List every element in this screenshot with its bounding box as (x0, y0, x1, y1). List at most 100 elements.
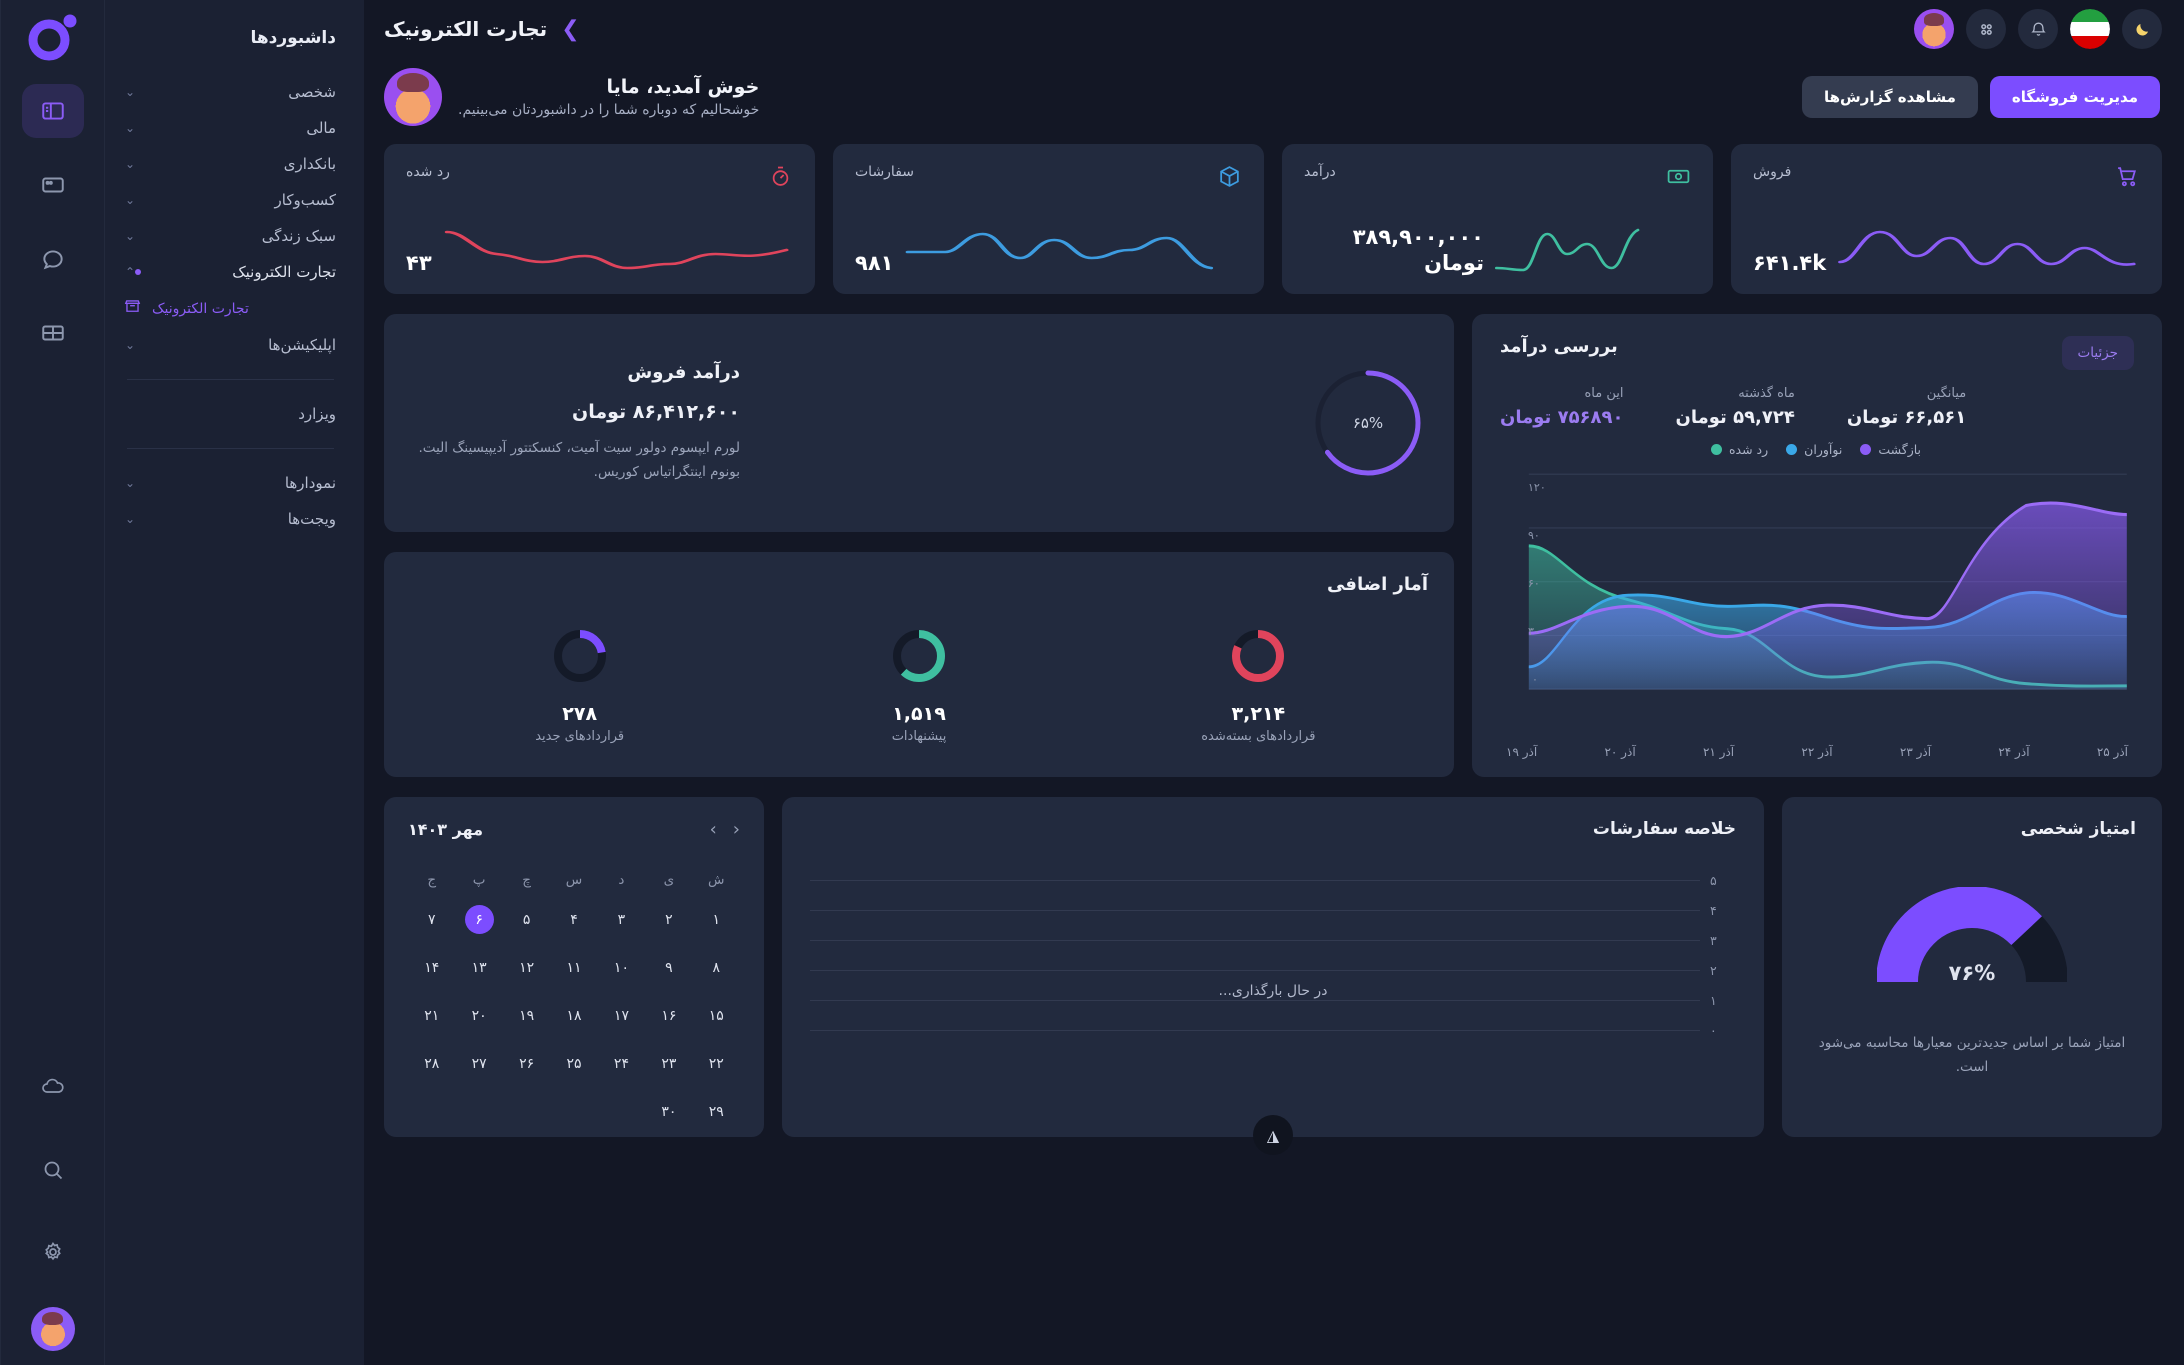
gear-icon[interactable] (22, 1225, 84, 1279)
cloud-icon[interactable] (22, 1061, 84, 1115)
calendar-day[interactable]: ۱۰ (598, 946, 645, 989)
legend-label: نوآوران (1804, 442, 1843, 457)
orders-loading-text: در حال بارگذاری... (1218, 983, 1328, 999)
calendar-day[interactable]: ۱۵ (693, 994, 740, 1037)
calendar-day[interactable]: ۲۱ (408, 994, 455, 1037)
chevron-left-icon[interactable]: ❯ (561, 16, 580, 42)
kpi-card-revenue[interactable]: درآمد ۳۸۹,۹۰۰,۰۰۰ تومان (1282, 144, 1713, 294)
legend-item-new[interactable]: نوآوران (1786, 442, 1842, 457)
bell-icon[interactable] (2018, 9, 2058, 49)
stat-label: پیشنهادات (891, 729, 947, 744)
calendar-day-label: ۲ (665, 911, 673, 928)
calendar-day[interactable]: ۲۹ (693, 1090, 740, 1133)
dark-mode-moon-icon[interactable] (2122, 9, 2162, 49)
calendar-day[interactable]: ۲ (645, 898, 692, 941)
page-title: تجارت الکترونیک (384, 17, 548, 41)
stat-donut (553, 630, 606, 682)
calendar-day[interactable]: ۷ (408, 898, 455, 941)
calendar-next-button[interactable]: › (709, 819, 717, 840)
calendar-weekday: ج (427, 872, 437, 888)
calendar-day[interactable]: ۸ (693, 946, 740, 989)
sidebar-item-banking[interactable]: بانکداری ⌄ (123, 146, 338, 182)
calendar-day[interactable]: ۱۴ (408, 946, 455, 989)
calendar-day[interactable]: ۵ (503, 898, 550, 941)
sparkline-rejected (444, 230, 789, 270)
personal-score-card: امتیاز شخصی ۷۶% امتیاز شما بر اساس جدیدت… (1782, 797, 2162, 1137)
calendar-day[interactable]: ۲۶ (503, 1042, 550, 1085)
ytick-label: ۲ (1710, 962, 1717, 978)
manage-store-button[interactable]: مدیریت فروشگاه (1989, 76, 2160, 118)
sidebar-item-personal[interactable]: شخصی ⌄ (123, 74, 338, 110)
dashboard-content: فروش ۶۴۱.۴k (364, 130, 2184, 1155)
calendar-day-label: ۴ (570, 911, 578, 928)
active-dot-icon (135, 269, 142, 275)
calendar-day[interactable]: ۴ (550, 898, 597, 941)
calendar-day[interactable]: ۲۲ (693, 1042, 740, 1085)
calendar-day[interactable]: ۱ (693, 898, 740, 941)
calendar-day[interactable]: ۲۴ (598, 1042, 645, 1085)
storefront-icon (123, 297, 142, 320)
kpi-top: رد شده (406, 164, 793, 193)
xtick-label: آذر ۱۹ (1506, 745, 1538, 759)
view-reports-button[interactable]: مشاهده گزارش‌ها (1802, 76, 1978, 118)
sidebar-item-charts[interactable]: نمودارها ⌄ (123, 465, 338, 501)
sidebar-item-ecommerce[interactable]: تجارت الکترونیک ⌃ (123, 254, 338, 290)
sidebar-item-financial[interactable]: مالی ⌄ (123, 110, 338, 146)
apps-grid-icon[interactable] (1966, 9, 2006, 49)
details-chip-button[interactable]: جزئیات (2061, 336, 2134, 370)
sales-revenue-donut: ۶۵% (1308, 363, 1428, 483)
sidebar-item-business[interactable]: کسب‌وکار ⌄ (123, 182, 338, 218)
calendar-day-label: ۲۷ (471, 1055, 487, 1072)
kpi-card-rejected[interactable]: رد شده ۴۳ (384, 144, 815, 294)
calendar-day-label: ۱۱ (566, 959, 582, 976)
icon-rail (0, 0, 104, 1365)
calendar-day[interactable]: ۹ (645, 946, 692, 989)
rail-item-dashboards[interactable] (21, 84, 84, 138)
calendar-day[interactable]: ۲۷ (455, 1042, 502, 1085)
sidebar-item-lifestyle[interactable]: سبک زندگی ⌄ (123, 218, 338, 254)
calendar-day[interactable]: ۲۵ (550, 1042, 597, 1085)
kpi-card-sales[interactable]: فروش ۶۴۱.۴k (1731, 144, 2162, 294)
breadcrumb: ❯ تجارت الکترونیک (384, 17, 580, 42)
legend-item-returning[interactable]: بازگشت (1860, 442, 1921, 457)
sidebar-item-wizard[interactable]: ویزارد (298, 405, 336, 423)
avatar[interactable] (30, 1307, 75, 1351)
stat-new-contracts: ۲۷۸ قراردادهای جدید (410, 625, 749, 744)
calendar-day[interactable]: ۱۳ (455, 946, 502, 989)
search-icon[interactable] (22, 1143, 84, 1197)
extra-stats-card: آمار اضافی ۳,۲۱۴ قراردادهای بسته‌شده (384, 552, 1454, 777)
nav-panel: داشبوردها شخصی ⌄ مالی ⌄ بانکداری ⌄ کسب‌و… (104, 0, 364, 1365)
calendar-day[interactable]: ۲۳ (645, 1042, 692, 1085)
calendar-day[interactable]: ۳۰ (645, 1090, 692, 1133)
sidebar-item-widgets[interactable]: ویجت‌ها ⌄ (123, 501, 338, 537)
calendar-prev-button[interactable]: ‹ (732, 819, 740, 840)
kpi-body: ۹۸۱ (855, 193, 1242, 276)
calendar-day-selected[interactable]: ۶ (455, 898, 502, 941)
calendar-day[interactable]: ۱۶ (645, 994, 692, 1037)
language-flag-iran-icon[interactable] (2070, 9, 2110, 49)
rail-item-window[interactable] (22, 158, 84, 212)
calendar-day[interactable]: ۱۸ (550, 994, 597, 1037)
gridline (810, 969, 1700, 971)
calendar-day-label: ۱۰ (613, 959, 629, 976)
calendar-day[interactable]: ۱۹ (503, 994, 550, 1037)
stopwatch-icon (768, 164, 793, 193)
topbar: ❯ تجارت الکترونیک (364, 0, 2184, 58)
metric-value: ۷۵۶۸۹۰ تومان (1500, 407, 1624, 428)
legend-item-rejected[interactable]: رد شده (1711, 442, 1768, 457)
rail-item-grid[interactable] (22, 306, 84, 360)
calendar-day[interactable]: ۱۱ (550, 946, 597, 989)
rail-item-chat[interactable] (22, 232, 84, 286)
metric-value: ۵۹,۷۲۴ تومان (1675, 407, 1795, 428)
calendar-day[interactable]: ۱۲ (503, 946, 550, 989)
sidebar-item-applications[interactable]: اپلیکیشن‌ها ⌄ (123, 327, 338, 363)
calendar-day[interactable]: ۱۷ (598, 994, 645, 1037)
calendar-day[interactable]: ۲۰ (455, 994, 502, 1037)
sidebar-subitem-ecommerce[interactable]: تجارت الکترونیک (123, 290, 338, 327)
logo-icon[interactable] (25, 10, 81, 62)
calendar-day[interactable]: ۲۸ (408, 1042, 455, 1085)
user-avatar[interactable] (1914, 9, 1954, 49)
calendar-weekday: ی (663, 872, 675, 888)
kpi-card-orders[interactable]: سفارشات ۹۸۱ (833, 144, 1264, 294)
calendar-day[interactable]: ۳ (598, 898, 645, 941)
